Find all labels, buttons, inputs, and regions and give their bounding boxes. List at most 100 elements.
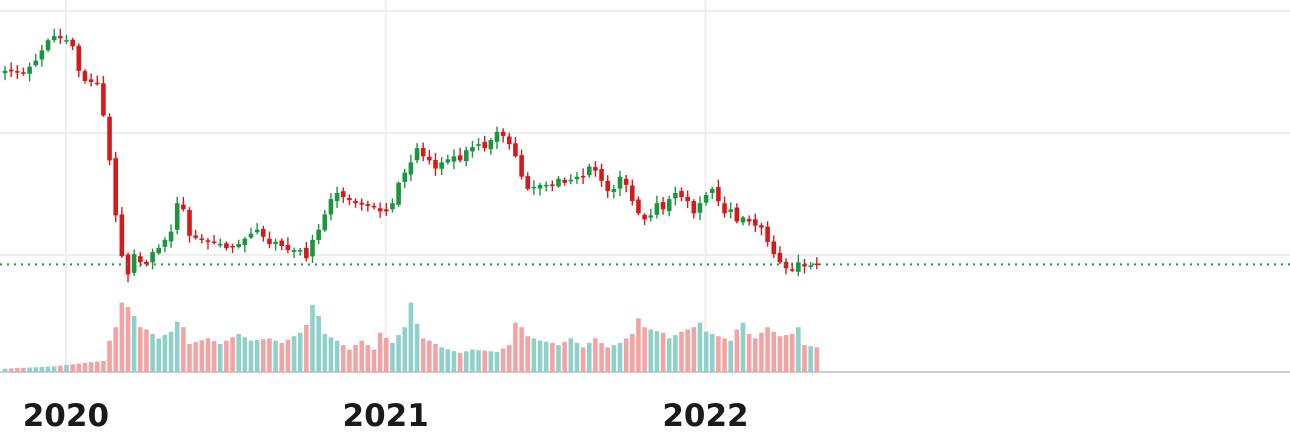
candle bbox=[101, 75, 106, 117]
volume-bar bbox=[33, 367, 39, 372]
candle bbox=[697, 196, 703, 220]
volume-bar bbox=[322, 333, 328, 372]
candle-body bbox=[230, 245, 235, 248]
candle bbox=[267, 231, 272, 249]
volume-bar bbox=[70, 364, 75, 372]
volume-bar bbox=[636, 318, 641, 372]
volume-bar bbox=[76, 363, 82, 372]
candle-body bbox=[556, 178, 561, 187]
volume-bar bbox=[777, 336, 783, 372]
candle bbox=[605, 175, 610, 198]
candle bbox=[310, 234, 315, 263]
candle-body bbox=[347, 197, 352, 201]
candle bbox=[217, 238, 223, 248]
candle bbox=[193, 229, 198, 240]
candle-body bbox=[789, 269, 795, 271]
candle-body bbox=[740, 217, 746, 223]
candle-body bbox=[45, 40, 51, 51]
candle-body bbox=[488, 140, 494, 150]
candle-body bbox=[457, 155, 463, 161]
candle bbox=[76, 43, 82, 78]
candle-body bbox=[64, 40, 69, 42]
volume-bar bbox=[150, 333, 155, 372]
candle bbox=[654, 195, 660, 219]
candle-body bbox=[623, 178, 629, 185]
volume-bar bbox=[593, 338, 598, 372]
candle bbox=[488, 138, 494, 155]
candle bbox=[808, 261, 813, 270]
candle bbox=[433, 152, 438, 176]
volume-bar bbox=[107, 340, 112, 372]
volume-bar bbox=[580, 347, 586, 372]
volume-bar bbox=[439, 347, 444, 372]
candle bbox=[513, 136, 518, 158]
candle-body bbox=[297, 250, 303, 252]
candle bbox=[611, 184, 617, 199]
volume-bar bbox=[21, 367, 26, 372]
candle-body bbox=[181, 204, 186, 210]
candle bbox=[21, 67, 26, 76]
volume-bar bbox=[39, 366, 45, 372]
candle bbox=[519, 149, 524, 180]
candle-body bbox=[273, 241, 278, 244]
volume-bar bbox=[605, 347, 610, 372]
volume-bar bbox=[476, 350, 481, 372]
candle-body bbox=[537, 184, 543, 189]
candle bbox=[131, 249, 137, 277]
volume-bar bbox=[427, 340, 432, 372]
candle bbox=[783, 258, 789, 275]
candle bbox=[550, 180, 555, 192]
volume-bar bbox=[765, 327, 770, 372]
candle-body bbox=[802, 264, 807, 267]
volume-bar bbox=[285, 339, 291, 372]
candle-body bbox=[377, 208, 383, 212]
candle-body bbox=[70, 39, 75, 47]
candle bbox=[156, 244, 162, 255]
candle bbox=[740, 215, 746, 226]
volume-bar bbox=[125, 307, 131, 372]
candle-body bbox=[783, 261, 789, 269]
volume-bar bbox=[261, 339, 266, 372]
candle-body bbox=[519, 155, 524, 177]
candle bbox=[27, 62, 32, 82]
candle bbox=[642, 213, 647, 226]
candle-body bbox=[353, 200, 358, 204]
candle-body bbox=[543, 184, 549, 187]
candle bbox=[439, 157, 444, 176]
candle-body bbox=[531, 186, 537, 189]
candle bbox=[463, 146, 469, 167]
candle-body bbox=[119, 214, 125, 257]
candle-body bbox=[21, 72, 26, 74]
volume-bar bbox=[617, 342, 623, 372]
x-tick-label: 2021 bbox=[343, 398, 429, 434]
x-tick-label: 2020 bbox=[23, 398, 109, 434]
candle-body bbox=[15, 71, 20, 73]
candle bbox=[623, 175, 629, 193]
candle bbox=[679, 187, 684, 202]
candle-body bbox=[248, 233, 254, 238]
candle bbox=[753, 213, 758, 232]
candle-body bbox=[174, 203, 180, 230]
candle-body bbox=[470, 147, 475, 152]
candle bbox=[359, 198, 364, 211]
candle-body bbox=[636, 199, 641, 214]
volume-bar bbox=[685, 329, 690, 372]
candle bbox=[580, 168, 586, 184]
candle bbox=[39, 44, 45, 67]
volume-bar bbox=[64, 365, 69, 372]
candle bbox=[396, 181, 401, 207]
candle-body bbox=[101, 83, 106, 116]
candle-body bbox=[267, 238, 272, 244]
volume-bar bbox=[199, 340, 205, 372]
volume-bar bbox=[384, 337, 389, 372]
candle bbox=[297, 247, 303, 256]
candle-body bbox=[500, 131, 506, 136]
candle bbox=[630, 179, 635, 206]
candle-body bbox=[168, 231, 174, 242]
candle bbox=[150, 248, 155, 270]
volume-bar bbox=[162, 335, 168, 372]
volume-bar bbox=[716, 336, 721, 372]
candle-body bbox=[156, 248, 162, 254]
candle-body bbox=[660, 202, 666, 210]
candle-body bbox=[82, 71, 88, 81]
